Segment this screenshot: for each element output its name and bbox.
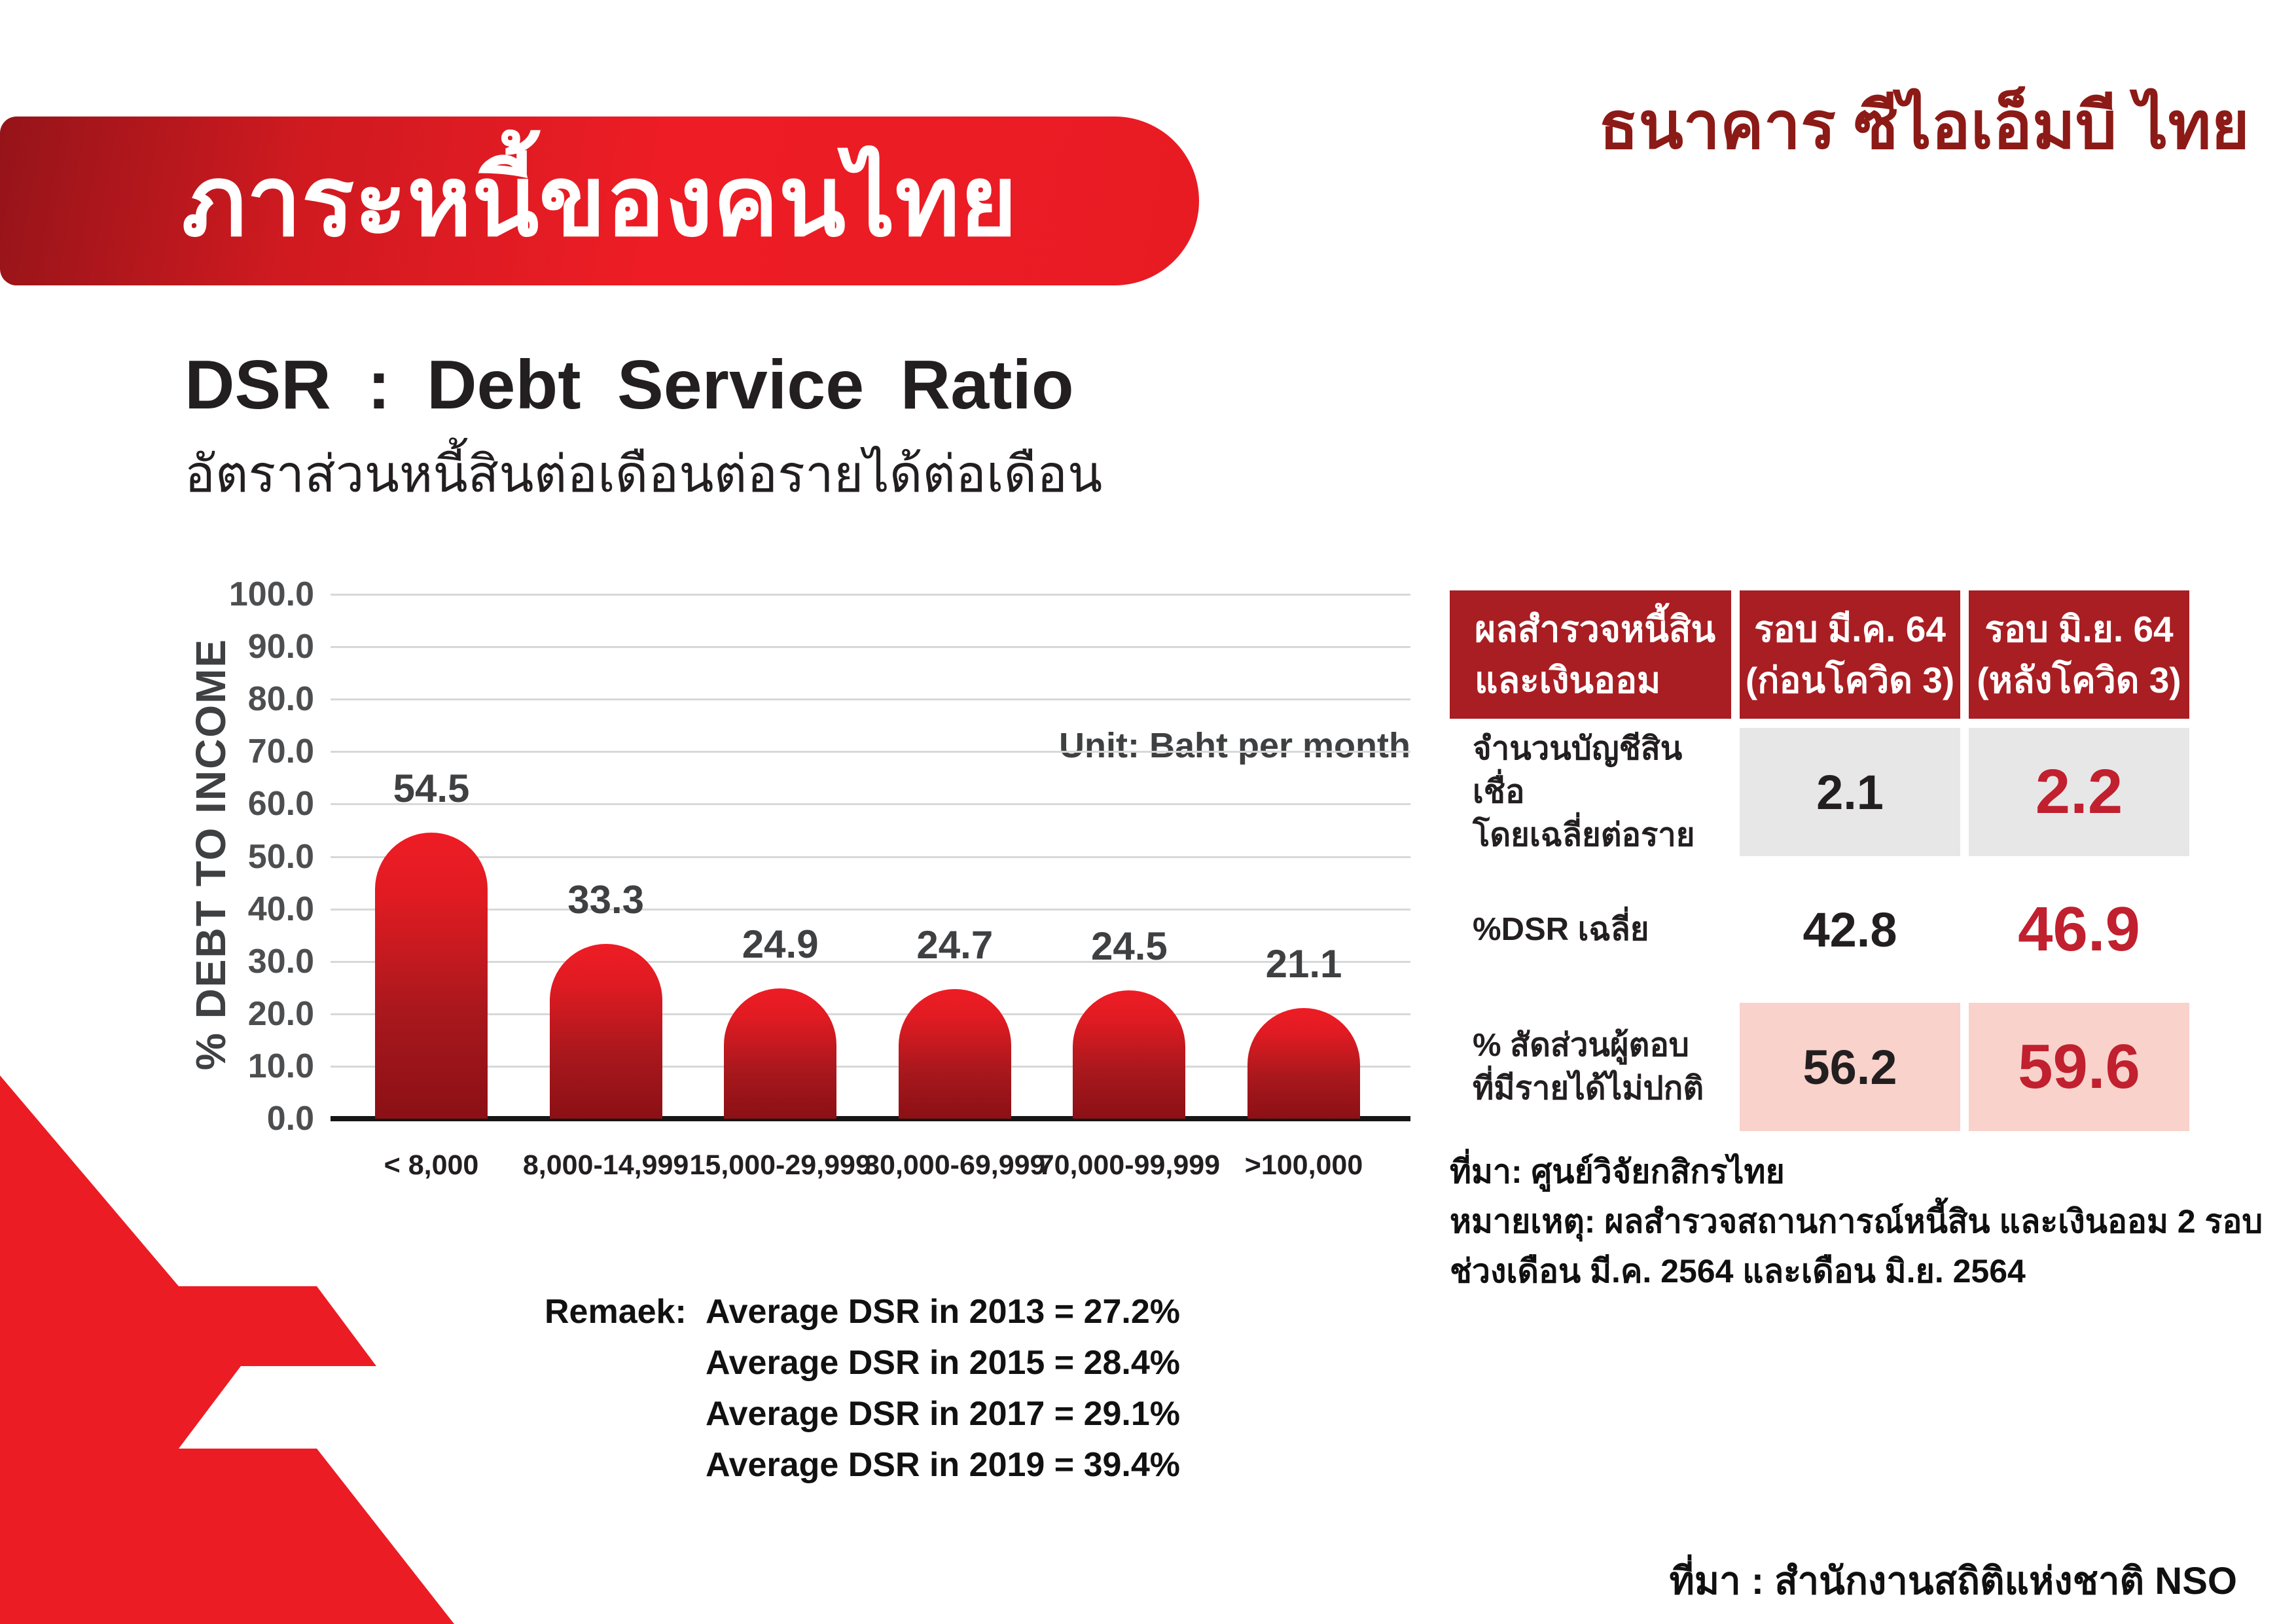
page-title: ภาระหนี้ของคนไทย bbox=[181, 146, 1018, 256]
gridline bbox=[331, 960, 1410, 963]
table-notes: ที่มา: ศูนย์วิจัยกสิกรไทย หมายเหตุ: ผลสำ… bbox=[1450, 1147, 2263, 1296]
bar bbox=[724, 988, 837, 1119]
remark-label: Remaek: bbox=[545, 1293, 687, 1331]
bar-value-label: 21.1 bbox=[1265, 941, 1342, 986]
gridline bbox=[331, 698, 1410, 701]
table-cell: 42.8 bbox=[1803, 902, 1897, 957]
remark-line: Average DSR in 2019 = 39.4% bbox=[706, 1446, 1181, 1484]
bar-value-label: 24.7 bbox=[916, 923, 994, 967]
remark-block: Remaek: Average DSR in 2013 = 27.2% Aver… bbox=[545, 1286, 1180, 1490]
bar bbox=[1247, 1007, 1360, 1119]
gridline bbox=[331, 646, 1410, 649]
red-arrow-shape bbox=[0, 1075, 454, 1624]
y-tick-label: 70.0 bbox=[247, 732, 314, 771]
bar bbox=[549, 944, 662, 1119]
bar bbox=[375, 833, 488, 1119]
remark-line: Average DSR in 2017 = 29.1% bbox=[706, 1395, 1181, 1433]
bar-value-label: 54.5 bbox=[393, 767, 470, 811]
section-subtitle: อัตราส่วนหนี้สินต่อเดือนต่อรายได้ต่อเดือ… bbox=[185, 445, 1103, 503]
x-axis-label: 30,000-69,999 bbox=[864, 1149, 1046, 1181]
footer-source: ที่มา : สำนักงานสถิติแห่งชาติ NSO bbox=[1669, 1560, 2237, 1602]
x-axis-label: >100,000 bbox=[1244, 1149, 1363, 1181]
table-cell: 56.2 bbox=[1740, 1003, 1960, 1131]
gridline bbox=[331, 856, 1410, 858]
unit-note: Unit: Baht per month bbox=[1059, 726, 1410, 765]
table-row-label: %DSR เฉลี่ย bbox=[1473, 912, 1649, 947]
y-tick-label: 0.0 bbox=[266, 1100, 314, 1138]
x-axis-label: 15,000-29,999 bbox=[689, 1149, 871, 1181]
remark-line: Average DSR in 2015 = 28.4% bbox=[706, 1344, 1181, 1382]
note-period: ช่วงเดือน มี.ค. 2564 และเดือน มิ.ย. 2564 bbox=[1450, 1253, 2026, 1290]
y-tick-label: 90.0 bbox=[247, 628, 314, 666]
gridline bbox=[331, 594, 1410, 596]
table-cell: 2.1 bbox=[1740, 728, 1960, 856]
survey-table: ผลสำรวจหนี้สิน และเงินออม รอบ มี.ค. 64 (… bbox=[1450, 590, 2189, 1131]
table-header-topic: ผลสำรวจหนี้สิน และเงินออม bbox=[1450, 590, 1731, 719]
section-title: DSR : Debt Service Ratio bbox=[185, 346, 1074, 424]
table-row-label: จำนวนบัญชีสินเชื่อ โดยเฉลี่ยต่อราย bbox=[1473, 731, 1695, 853]
y-tick-label: 20.0 bbox=[247, 994, 314, 1033]
note-source: ที่มา: ศูนย์วิจัยกสิกรไทย bbox=[1450, 1153, 1785, 1190]
bar-chart: % DEBT TO INCOME Unit: Baht per month 0.… bbox=[187, 575, 1443, 1231]
x-axis-label: 8,000-14,999 bbox=[522, 1149, 689, 1181]
bar-value-label: 24.5 bbox=[1091, 924, 1168, 968]
gridline bbox=[331, 1065, 1410, 1068]
y-tick-label: 80.0 bbox=[247, 680, 314, 719]
table-cell: 46.9 bbox=[2018, 894, 2140, 964]
table-cell: 2.2 bbox=[1969, 728, 2189, 856]
bank-name: ธนาคาร ซีไอเอ็มบี ไทย bbox=[1598, 89, 2250, 162]
remark-lines: Average DSR in 2013 = 27.2% Average DSR … bbox=[706, 1286, 1180, 1490]
gridline bbox=[331, 1013, 1410, 1015]
table-header-june: รอบ มิ.ย. 64 (หลังโควิด 3) bbox=[1969, 590, 2189, 719]
table-header-march: รอบ มี.ค. 64 (ก่อนโควิด 3) bbox=[1740, 590, 1960, 719]
bar bbox=[898, 989, 1011, 1119]
y-tick-label: 50.0 bbox=[247, 837, 314, 876]
y-tick-label: 60.0 bbox=[247, 785, 314, 823]
gridline bbox=[331, 751, 1410, 753]
y-tick-label: 30.0 bbox=[247, 942, 314, 981]
remark-line: Average DSR in 2013 = 27.2% bbox=[706, 1293, 1181, 1331]
y-tick-label: 10.0 bbox=[247, 1047, 314, 1085]
table-row-label: % สัดส่วนผู้ตอบ ที่มีรายได้ไม่ปกติ bbox=[1473, 1028, 1704, 1106]
y-tick-label: 40.0 bbox=[247, 890, 314, 928]
table-cell: 59.6 bbox=[1969, 1003, 2189, 1131]
bar-value-label: 24.9 bbox=[742, 922, 819, 966]
note-remark: หมายเหตุ: ผลสำรวจสถานการณ์หนี้สิน และเงิ… bbox=[1450, 1203, 2263, 1240]
gridline bbox=[331, 908, 1410, 911]
x-axis-label: < 8,000 bbox=[384, 1149, 479, 1181]
x-axis-label: 70,000-99,999 bbox=[1038, 1149, 1221, 1181]
bar-value-label: 33.3 bbox=[567, 878, 644, 922]
bar bbox=[1073, 990, 1186, 1119]
title-banner: ภาระหนี้ของคนไทย bbox=[0, 117, 1199, 285]
gridline bbox=[331, 803, 1410, 806]
cimb-arrow-decoration bbox=[0, 1075, 454, 1624]
y-tick-label: 100.0 bbox=[228, 575, 314, 613]
x-axis-baseline bbox=[331, 1116, 1410, 1121]
